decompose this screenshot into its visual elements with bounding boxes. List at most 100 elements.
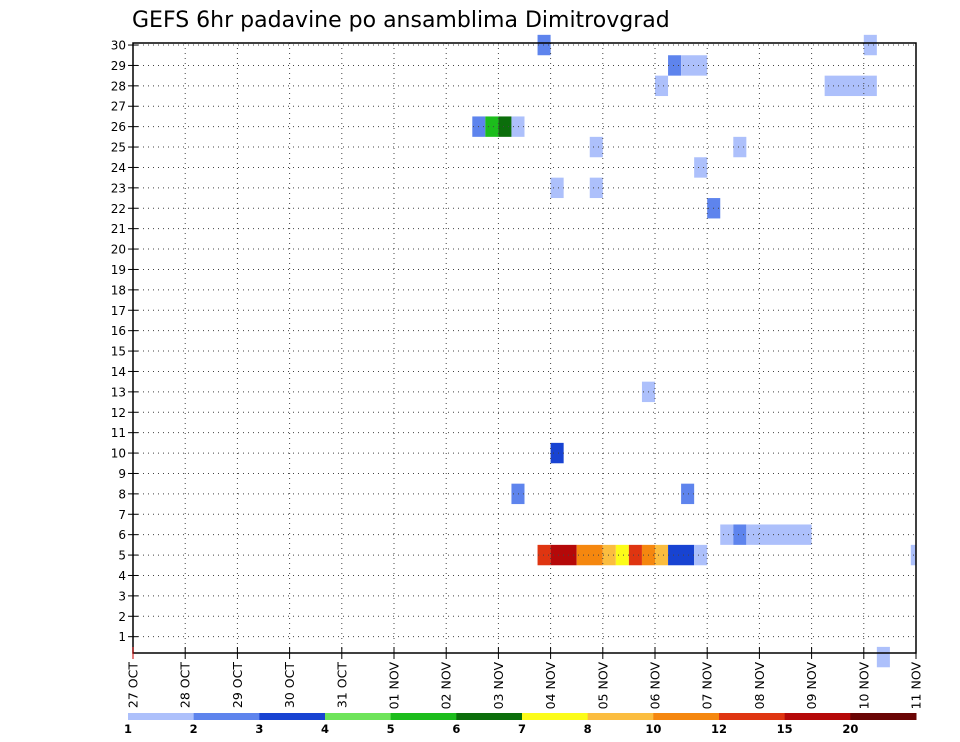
x-tick-label: 03 NOV <box>491 662 506 710</box>
colorbar-swatch <box>719 713 786 720</box>
precip-cell <box>589 177 603 199</box>
colorbar-label: 3 <box>255 722 263 736</box>
precip-cell <box>628 544 642 566</box>
y-tick-label: 21 <box>111 222 126 236</box>
precip-cell <box>681 483 695 505</box>
y-tick-label: 6 <box>118 528 126 542</box>
precip-cell <box>589 136 603 158</box>
y-tick-label: 19 <box>111 263 126 277</box>
colorbar: 1 2 3 4 5 6 7 8 10 12 15 20 <box>124 713 917 736</box>
precip-cell <box>720 524 734 545</box>
y-tick-label: 15 <box>111 345 126 359</box>
y-tick-label: 3 <box>118 589 126 603</box>
colorbar-swatch <box>784 713 851 720</box>
y-tick-label: 20 <box>111 243 126 257</box>
x-tick-label: 10 NOV <box>856 662 871 710</box>
colorbar-swatch <box>653 713 720 720</box>
precip-cell <box>681 55 708 76</box>
x-tick-label: 11 NOV <box>909 662 924 710</box>
precip-cell <box>537 34 551 56</box>
colorbar-label: 12 <box>711 722 727 736</box>
colorbar-swatch <box>587 713 654 720</box>
precip-cell <box>655 75 669 97</box>
colorbar-swatch <box>193 713 260 720</box>
x-tick-label: 31 OCT <box>334 662 349 708</box>
colorbar-label: 7 <box>518 722 526 736</box>
x-tick-label: 28 OCT <box>178 662 193 708</box>
precip-cell <box>602 544 616 566</box>
precip-cell <box>694 157 708 178</box>
y-tick-label: 2 <box>118 610 126 624</box>
axes: 1234567891011121314151617181920212223242… <box>111 39 924 710</box>
colorbar-swatch <box>456 713 523 720</box>
y-tick-label: 7 <box>118 508 126 522</box>
colorbar-label: 2 <box>190 722 198 736</box>
precip-cell <box>733 524 747 545</box>
y-tick-label: 23 <box>111 181 126 195</box>
colorbar-swatch <box>259 713 326 720</box>
colorbar-label: 5 <box>387 722 395 736</box>
x-tick-label: 29 OCT <box>230 662 245 708</box>
colorbar-swatch <box>128 713 195 720</box>
grid-lines <box>133 43 916 653</box>
colorbar-label: 8 <box>584 722 592 736</box>
precip-cell <box>655 544 669 566</box>
x-tick-label: 02 NOV <box>439 662 454 710</box>
colorbar-label: 10 <box>645 722 661 736</box>
y-tick-label: 27 <box>111 100 126 114</box>
precip-cell <box>511 116 525 137</box>
precip-cell <box>550 177 564 199</box>
y-tick-label: 5 <box>118 549 126 563</box>
y-tick-label: 8 <box>118 487 126 501</box>
y-tick-label: 28 <box>111 79 126 93</box>
y-tick-label: 17 <box>111 304 126 318</box>
colorbar-label: 1 <box>124 722 132 736</box>
precip-cell <box>615 544 629 566</box>
x-tick-label: 07 NOV <box>700 662 715 710</box>
precip-cell <box>550 442 564 464</box>
colorbar-label: 15 <box>777 722 793 736</box>
y-tick-label: 14 <box>111 365 126 379</box>
x-tick-label: 09 NOV <box>804 662 819 710</box>
colorbar-swatch <box>390 713 457 720</box>
y-tick-label: 1 <box>118 630 126 644</box>
precip-cell <box>576 544 603 566</box>
colorbar-swatch <box>850 713 917 720</box>
precip-cell <box>668 55 682 76</box>
y-tick-label: 29 <box>111 59 126 73</box>
y-tick-label: 30 <box>111 39 126 53</box>
y-tick-label: 13 <box>111 385 126 399</box>
colorbar-swatch <box>522 713 589 720</box>
plot-frame <box>132 42 917 654</box>
x-tick-label: 30 OCT <box>282 662 297 708</box>
y-tick-label: 11 <box>111 426 126 440</box>
y-tick-label: 24 <box>111 161 126 175</box>
y-tick-label: 12 <box>111 406 126 420</box>
colorbar-swatch <box>325 713 392 720</box>
precip-cell <box>694 544 708 566</box>
precip-cell <box>537 544 551 566</box>
x-tick-label: 27 OCT <box>126 662 141 708</box>
precip-cell <box>485 116 499 137</box>
precip-cell <box>876 646 890 668</box>
precip-cell <box>668 544 695 566</box>
y-tick-label: 16 <box>111 324 126 338</box>
y-tick-label: 4 <box>118 569 126 583</box>
precip-cell <box>824 75 877 97</box>
x-tick-label: 06 NOV <box>648 662 663 710</box>
precip-cell <box>498 116 512 137</box>
y-tick-label: 18 <box>111 283 126 297</box>
precip-cell <box>863 34 877 56</box>
y-tick-label: 26 <box>111 120 126 134</box>
x-tick-label: 05 NOV <box>595 662 610 710</box>
x-tick-label: 04 NOV <box>543 662 558 710</box>
chart-title: GEFS 6hr padavine po ansamblima Dimitrov… <box>132 8 670 33</box>
y-tick-label: 25 <box>111 141 126 155</box>
x-tick-label: 08 NOV <box>752 662 767 710</box>
precip-cell <box>511 483 525 505</box>
precip-cell <box>733 136 747 158</box>
y-tick-label: 10 <box>111 447 126 461</box>
colorbar-label: 4 <box>321 722 329 736</box>
x-tick-label: 01 NOV <box>387 662 402 710</box>
